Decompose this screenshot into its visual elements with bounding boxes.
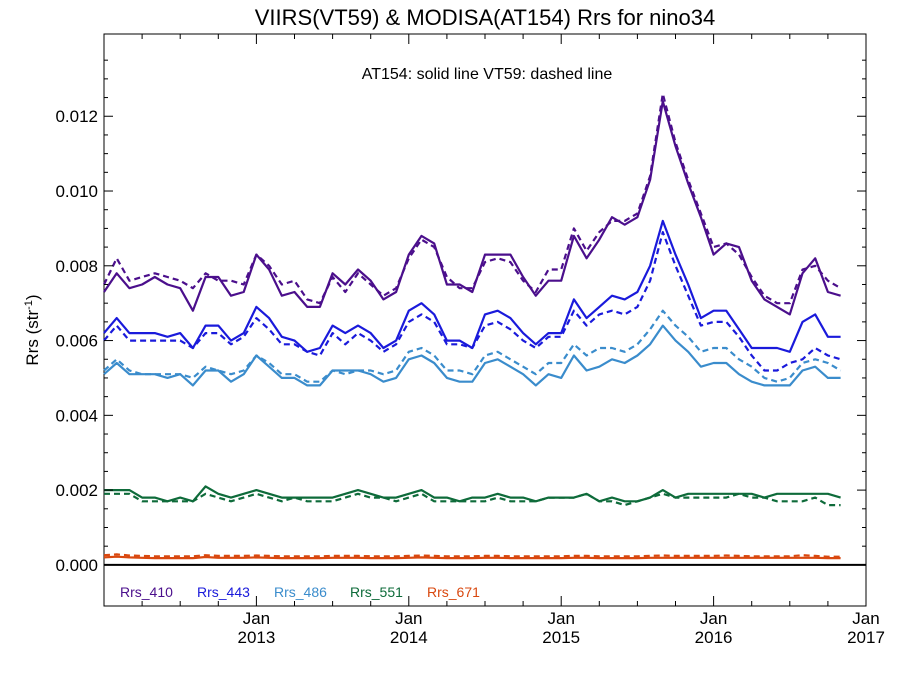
series-rrs-486-dashed xyxy=(103,309,842,383)
y-tick-label: 0.010 xyxy=(55,182,98,201)
y-tick-label: 0.002 xyxy=(55,481,98,500)
x-tick-label-month: Jan xyxy=(395,609,422,628)
x-tick-label-month: Jan xyxy=(547,609,574,628)
line-style-annotation: AT154: solid line VT59: dashed line xyxy=(362,66,613,83)
y-axis-label-main: Rrs (str xyxy=(23,310,42,366)
x-tick-label-year: 2017 xyxy=(847,628,885,647)
y-tick-label: 0.012 xyxy=(55,107,98,126)
legend-entry-rrs-551: Rrs_551 xyxy=(350,584,403,600)
x-tick-label-year: 2013 xyxy=(237,628,275,647)
x-tick-label-month: Jan xyxy=(243,609,270,628)
x-tick-label-year: 2016 xyxy=(695,628,733,647)
y-tick-label: 0.006 xyxy=(55,332,98,351)
x-tick-label-month: Jan xyxy=(700,609,727,628)
y-tick-label: 0.000 xyxy=(55,556,98,575)
series-rrs-551-dashed xyxy=(104,492,841,507)
series-rrs-410-dashed xyxy=(103,92,842,305)
y-axis-label: Rrs (str-1) xyxy=(23,294,42,365)
series-rrs-671-solid xyxy=(103,555,841,560)
x-tick-label-month: Jan xyxy=(852,609,879,628)
x-tick-label-year: 2014 xyxy=(390,628,428,647)
series-rrs-443-solid xyxy=(103,219,841,353)
legend-entry-rrs-486: Rrs_486 xyxy=(274,584,327,600)
y-axis: 0.000 0.002 0.004 0.006 0.008 0.010 0.012 xyxy=(55,59,866,575)
legend: Rrs_410 Rrs_443 Rrs_486 Rrs_551 Rrs_671 xyxy=(120,584,480,600)
series-rrs-443-dashed xyxy=(103,231,841,372)
series-rrs-551-solid xyxy=(104,485,841,503)
x-tick-label-year: 2015 xyxy=(542,628,580,647)
plot-frame xyxy=(103,33,867,607)
legend-entry-rrs-443: Rrs_443 xyxy=(197,584,250,600)
y-tick-label: 0.004 xyxy=(55,406,98,425)
legend-entry-rrs-671: Rrs_671 xyxy=(427,584,480,600)
legend-entry-rrs-410: Rrs_410 xyxy=(120,584,173,600)
y-axis-label-close: ) xyxy=(23,294,42,300)
y-axis-label-superscript: -1 xyxy=(23,300,35,310)
series-rrs-671-dashed xyxy=(103,553,841,558)
chart-title: VIIRS(VT59) & MODISA(AT154) Rrs for nino… xyxy=(255,5,716,30)
y-tick-label: 0.008 xyxy=(55,257,98,276)
series-rrs-486-solid xyxy=(103,324,841,387)
series-group xyxy=(103,92,842,560)
series-rrs-410-solid xyxy=(103,100,841,316)
